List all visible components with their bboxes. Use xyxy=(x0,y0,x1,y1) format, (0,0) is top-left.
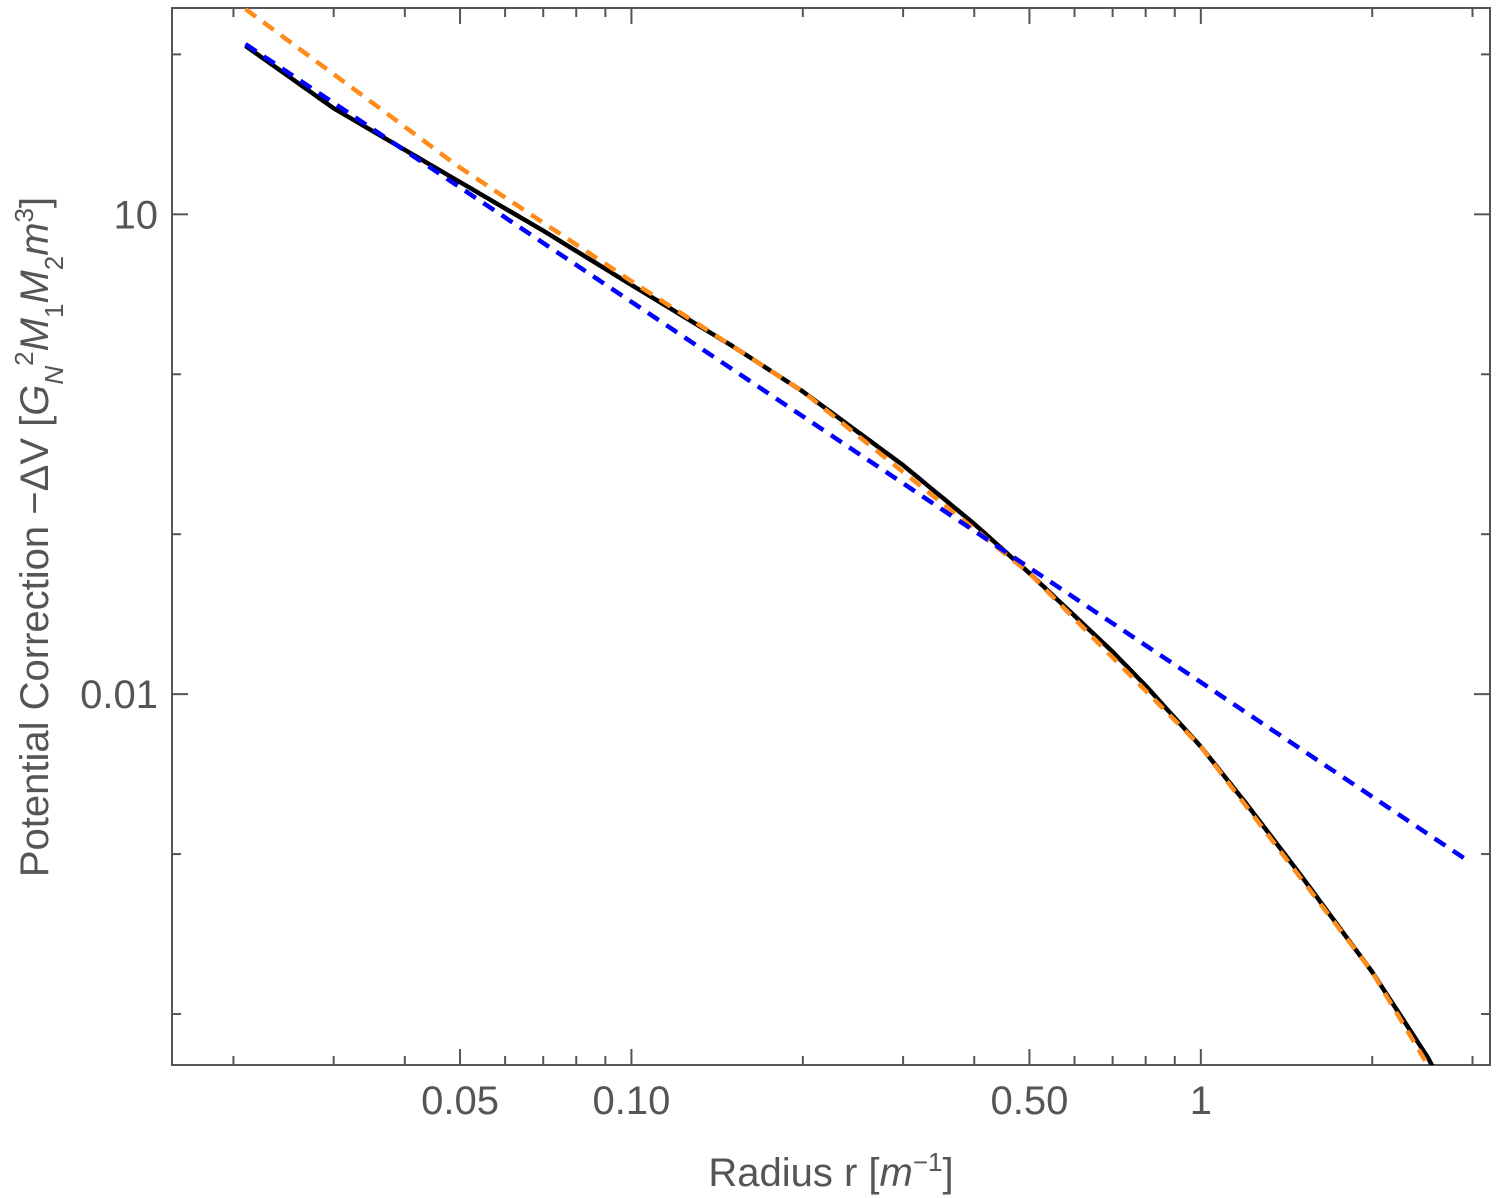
series-line-2 xyxy=(244,8,1431,1065)
plot-frame xyxy=(171,7,1491,1066)
x-axis-title: Radius r [m−1] xyxy=(708,1147,953,1195)
x-tick-label: 0.10 xyxy=(593,1079,671,1123)
y-axis-title: Potential Correction −ΔV [GN2M1M2m3] xyxy=(9,197,69,877)
series-group xyxy=(244,8,1466,1065)
axis-ticks xyxy=(172,8,1490,1065)
x-tick-label: 0.05 xyxy=(421,1079,499,1123)
series-line-1 xyxy=(244,44,1435,1065)
x-tick-label: 0.50 xyxy=(990,1079,1068,1123)
series-line-3 xyxy=(244,42,1466,861)
y-tick-label: 0.01 xyxy=(80,673,158,717)
y-tick-label: 10 xyxy=(114,193,159,237)
x-tick-label: 1 xyxy=(1190,1079,1212,1123)
tick-labels: 0.05 0.10 0.50 1 10 0.01 xyxy=(80,193,1212,1123)
